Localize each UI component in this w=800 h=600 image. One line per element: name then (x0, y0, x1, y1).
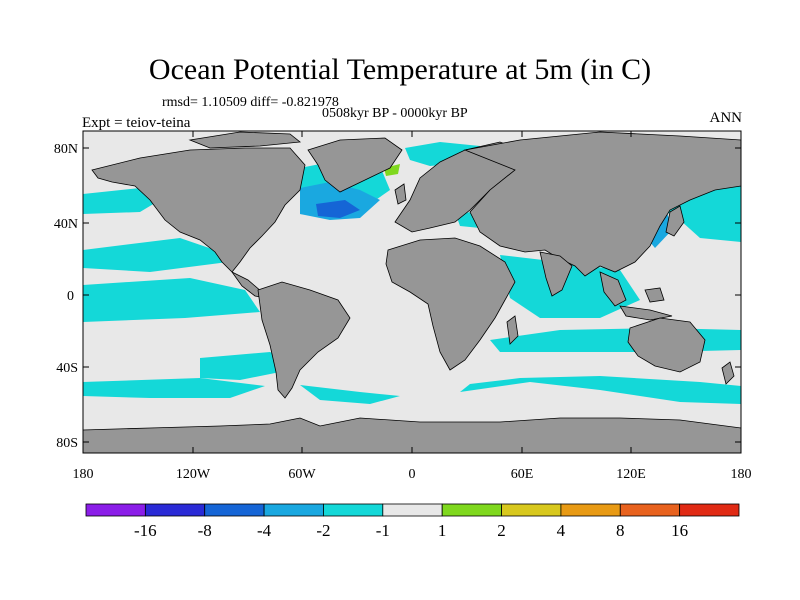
colorbar (85, 503, 740, 517)
colorbar-swatch-6 (441, 503, 502, 517)
colorbar-swatch-9 (619, 503, 681, 517)
colorbar-label-8: 8 (616, 521, 625, 540)
map-title: Ocean Potential Temperature at 5m (in C) (148, 53, 652, 86)
colorbar-label-0: -16 (134, 521, 157, 540)
lon-label-180w: 180 (73, 467, 94, 482)
colorbar-swatch-5 (382, 503, 443, 517)
lon-label-60e: 60E (511, 467, 534, 482)
lon-label-180e: 180 (731, 467, 752, 482)
lon-label-60w: 60W (288, 467, 316, 482)
colorbar-swatch-3 (263, 503, 324, 517)
lat-label-40s: 40S (56, 361, 78, 376)
lon-label-120w: 120W (176, 467, 211, 482)
map-panel (83, 131, 741, 453)
lat-label-equator: 0 (67, 289, 74, 304)
lat-label-80s: 80S (56, 436, 78, 451)
colorbar-label-1: -8 (198, 521, 212, 540)
colorbar-swatch-8 (560, 503, 621, 517)
land-masses (83, 131, 741, 453)
lon-label-120e: 120E (616, 467, 646, 482)
colorbar-label-6: 2 (497, 521, 506, 540)
colorbar-swatch-10 (679, 503, 740, 517)
period-label: 0508kyr BP - 0000kyr BP (322, 106, 468, 121)
colorbar-labels: -16 -8 -4 -2 -1 1 2 4 8 16 (134, 521, 688, 540)
colorbar-label-5: 1 (438, 521, 447, 540)
colorbar-swatch-7 (501, 503, 562, 517)
axis-ticks (82, 131, 742, 453)
colorbar-swatch-1 (144, 503, 206, 517)
lat-label-40n: 40N (54, 217, 78, 232)
colorbar-swatch-0 (85, 503, 146, 517)
lon-label-0: 0 (409, 467, 416, 482)
colorbar-swatch-2 (204, 503, 265, 517)
colorbar-label-9: 16 (671, 521, 688, 540)
colorbar-swatch-4 (323, 503, 384, 517)
lat-label-80n: 80N (54, 142, 78, 157)
colorbar-label-2: -4 (257, 521, 272, 540)
colorbar-label-3: -2 (316, 521, 330, 540)
rmsd-diff-stats: rmsd= 1.10509 diff= -0.821978 (162, 95, 339, 110)
colorbar-label-4: -1 (376, 521, 390, 540)
strongest-cooling-regions (316, 200, 360, 218)
season-label: ANN (709, 110, 743, 126)
colorbar-label-7: 4 (557, 521, 566, 540)
experiment-label: Expt = teiov-teina (82, 115, 191, 131)
